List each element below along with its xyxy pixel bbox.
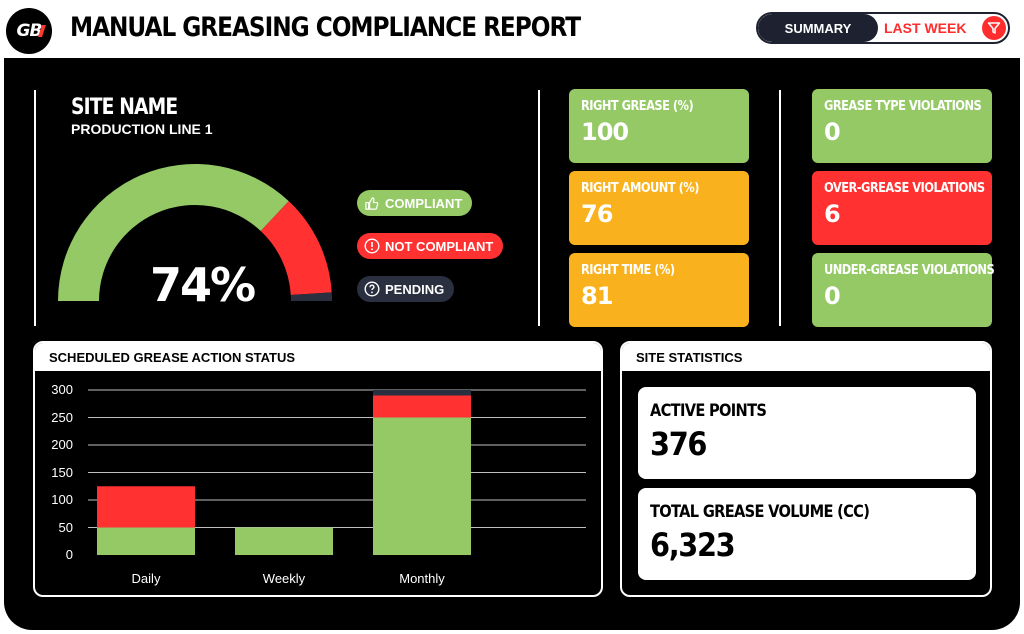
right-amount-label: RIGHT AMOUNT (%) — [581, 181, 699, 196]
y-tick-label: 250 — [51, 409, 73, 425]
compliant-label: COMPLIANT — [385, 195, 463, 211]
grease-type-violations-label: GREASE TYPE VIOLATIONS — [824, 99, 982, 114]
x-tick-label: Daily — [131, 571, 161, 586]
bar-weekly-segment-0 — [235, 527, 333, 555]
alert-icon — [363, 238, 380, 255]
active-points-value: 376 — [650, 425, 707, 463]
x-tick-label: Weekly — [262, 571, 306, 586]
right-amount-tile: RIGHT AMOUNT (%) 76 — [569, 171, 749, 245]
y-tick-label: 300 — [51, 382, 73, 397]
site-name: PRODUCTION LINE 1 — [71, 121, 213, 137]
gb-logo: GB — [6, 8, 52, 54]
grease-volume-card: TOTAL GREASE VOLUME (CC) 6,323 — [638, 488, 976, 580]
logo-text: GB — [16, 21, 43, 41]
under-grease-violations-label: UNDER-GREASE VIOLATIONS — [824, 263, 995, 278]
site-title: SITE NAME — [71, 95, 178, 120]
thumbs-up-icon — [363, 195, 380, 212]
right-grease-tile: RIGHT GREASE (%) 100 — [569, 89, 749, 163]
gauge-not-compliant-arc — [260, 201, 332, 295]
right-grease-value: 100 — [581, 118, 629, 146]
y-tick-label: 100 — [51, 492, 73, 507]
grease-type-violations-value: 0 — [824, 118, 841, 146]
active-points-card: ACTIVE POINTS 376 — [638, 387, 976, 479]
right-time-label: RIGHT TIME (%) — [581, 263, 675, 278]
right-time-tile: RIGHT TIME (%) 81 — [569, 253, 749, 327]
under-grease-violations-tile: UNDER-GREASE VIOLATIONS 0 — [812, 253, 995, 327]
divider-mid — [538, 90, 540, 326]
compliance-gauge — [58, 164, 332, 301]
compliant-legend: COMPLIANT — [357, 190, 473, 216]
not-compliant-label: NOT COMPLIANT — [385, 238, 494, 254]
schedule-panel-title: SCHEDULED GREASE ACTION STATUS — [35, 343, 601, 371]
pending-legend: PENDING — [357, 276, 455, 302]
grease-volume-label: TOTAL GREASE VOLUME (CC) — [650, 502, 870, 522]
divider-right — [779, 90, 781, 326]
under-grease-violations-value: 0 — [824, 282, 841, 310]
divider-left — [34, 90, 36, 326]
right-time-value: 81 — [581, 282, 613, 310]
active-points-label: ACTIVE POINTS — [650, 401, 767, 421]
gauge-compliant-arc — [58, 164, 289, 301]
bar-monthly-segment-1 — [373, 395, 471, 418]
period-toggle[interactable]: SUMMARY LAST WEEK — [756, 12, 1010, 44]
header: GB MANUAL GREASING COMPLIANCE REPORT SUM… — [0, 0, 1024, 60]
x-tick-label: Monthly — [399, 571, 445, 586]
pending-label: PENDING — [385, 281, 445, 297]
last-week-button[interactable]: LAST WEEK — [884, 20, 967, 36]
question-icon — [363, 281, 380, 298]
gauge-value: 74% — [150, 258, 256, 312]
grease-volume-value: 6,323 — [650, 526, 736, 564]
stats-panel-title: SITE STATISTICS — [622, 343, 990, 371]
over-grease-violations-value: 6 — [824, 200, 841, 228]
y-tick-label: 150 — [51, 464, 73, 480]
grease-type-violations-tile: GREASE TYPE VIOLATIONS 0 — [812, 89, 992, 163]
right-grease-label: RIGHT GREASE (%) — [581, 99, 694, 114]
y-tick-label: 200 — [51, 437, 73, 452]
y-tick-label: 0 — [65, 547, 73, 562]
bar-monthly-segment-2 — [373, 390, 471, 396]
over-grease-violations-tile: OVER-GREASE VIOLATIONS 6 — [812, 171, 992, 245]
bar-monthly-segment-0 — [373, 417, 471, 555]
not-compliant-legend: NOT COMPLIANT — [357, 233, 504, 259]
stats-panel: SITE STATISTICS ACTIVE POINTS 376 TOTAL … — [620, 341, 992, 597]
over-grease-violations-label: OVER-GREASE VIOLATIONS — [824, 181, 985, 196]
page-title: MANUAL GREASING COMPLIANCE REPORT — [70, 12, 581, 43]
right-amount-value: 76 — [581, 200, 613, 228]
bar-daily-segment-0 — [97, 527, 195, 555]
filter-icon[interactable] — [982, 16, 1006, 40]
gauge-pending-arc — [290, 292, 332, 301]
bar-daily-segment-1 — [97, 486, 195, 528]
summary-button[interactable]: SUMMARY — [758, 14, 878, 42]
y-tick-label: 50 — [58, 519, 73, 535]
